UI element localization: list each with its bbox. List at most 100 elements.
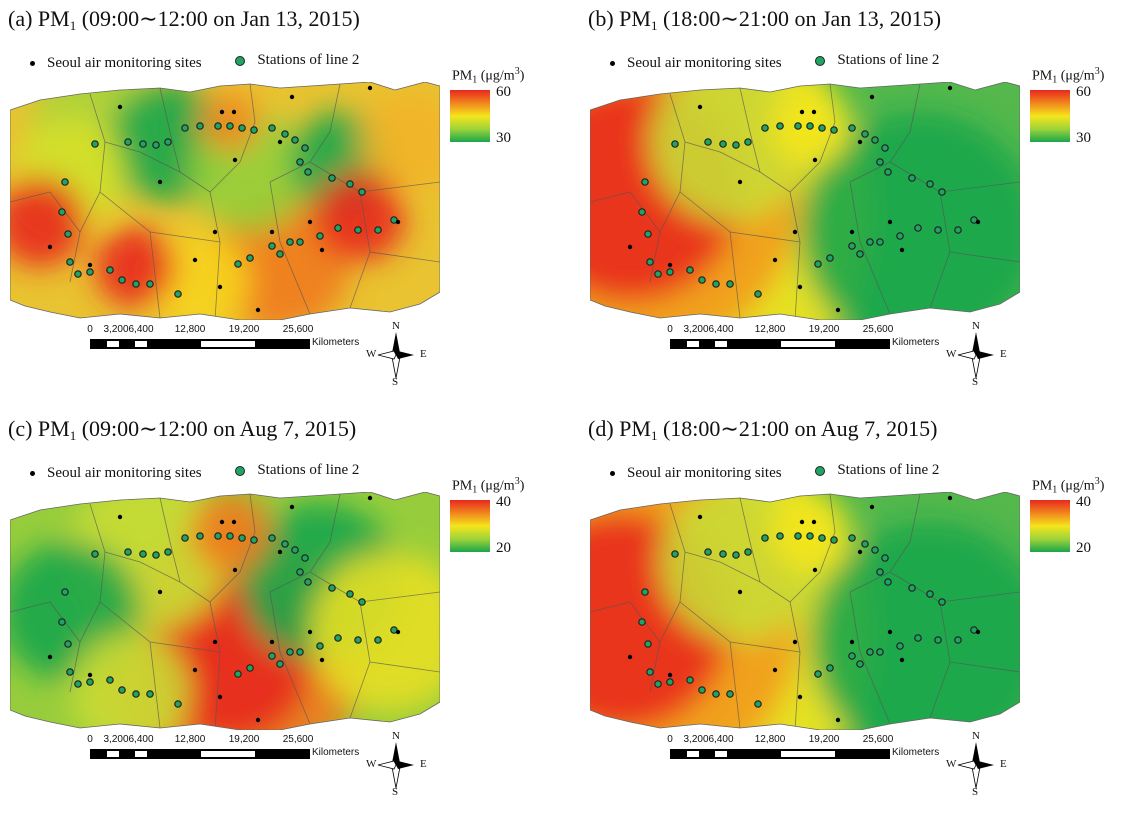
station-marker (354, 226, 362, 234)
station-marker (304, 168, 312, 176)
station-marker (146, 280, 154, 288)
panel-title: (c) PM1 (09:00∼12:00 on Aug 7, 2015) (8, 416, 357, 443)
district-boundary (149, 231, 221, 243)
monitoring-site-marker (849, 229, 855, 235)
station-marker (268, 652, 276, 660)
scale-tick-label: 3,200 (683, 734, 709, 745)
compass-e-label: E (1000, 348, 1007, 360)
station-marker (316, 642, 324, 650)
monitoring-site-marker (899, 657, 905, 663)
station-marker (654, 680, 662, 688)
colorbar (450, 500, 490, 552)
station-marker (286, 238, 294, 246)
station-marker (276, 250, 284, 258)
monitoring-site-marker (217, 694, 223, 700)
district-boundary (739, 497, 791, 603)
monitoring-site-marker (811, 519, 817, 525)
monitoring-site-marker (627, 244, 633, 250)
monitoring-site-marker (255, 717, 261, 723)
monitoring-site-marker (231, 109, 237, 115)
station-marker (296, 648, 304, 656)
monitoring-site-marker (255, 307, 261, 313)
station-marker (91, 140, 99, 148)
station-marker (346, 590, 354, 598)
district-boundary (269, 591, 311, 725)
district-boundary (10, 601, 81, 643)
station-marker (856, 250, 864, 258)
station-marker (268, 124, 276, 132)
monitoring-site-marker (319, 247, 325, 253)
station-marker (938, 188, 946, 196)
station-marker (884, 578, 892, 586)
station-marker (139, 550, 147, 558)
colorbar-label: PM1 (μg/m3) (452, 476, 525, 496)
station-marker (246, 664, 254, 672)
station-marker (934, 226, 942, 234)
heatmap-svg (10, 82, 440, 320)
station-marker (646, 668, 654, 676)
heat-zone (95, 227, 175, 307)
station-marker (301, 554, 309, 562)
monitoring-site-marker (367, 85, 373, 91)
pm1-heatmap (590, 492, 1020, 730)
station-marker (118, 276, 126, 284)
station-marker (856, 660, 864, 668)
station-marker (641, 588, 649, 596)
station-marker (654, 270, 662, 278)
map-legend: Seoul air monitoring sites Stations of l… (610, 462, 969, 482)
station-marker (814, 260, 822, 268)
district-boundary (949, 661, 1020, 673)
monitoring-site-marker (792, 639, 798, 645)
colorbar-min: 30 (496, 130, 511, 146)
heatmap-svg (590, 492, 1020, 730)
station-marker (794, 122, 802, 130)
station-marker (644, 640, 652, 648)
station-marker (226, 122, 234, 130)
scale-tick-label: 19,200 (808, 324, 840, 335)
heat-zone (10, 177, 85, 267)
station-marker (246, 254, 254, 262)
monitoring-site-marker (899, 247, 905, 253)
station-marker (358, 188, 366, 196)
district-boundary (789, 493, 836, 603)
monitoring-site-marker (947, 85, 953, 91)
district-boundary (729, 641, 801, 653)
compass-s-label: S (392, 376, 399, 388)
monitoring-site-marker (117, 514, 123, 520)
map-legend: Seoul air monitoring sites Stations of l… (610, 52, 969, 72)
station-marker (58, 618, 66, 626)
station-marker (296, 158, 304, 166)
station-marker (712, 280, 720, 288)
monitoring-site-marker (212, 229, 218, 235)
scale-tick-label: 6,400 (708, 324, 734, 335)
compass-e-label: E (420, 758, 427, 770)
station-marker (726, 280, 734, 288)
station-marker (66, 668, 74, 676)
colorbar-min: 20 (1076, 540, 1091, 556)
station-marker (61, 588, 69, 596)
monitoring-site-marker (395, 219, 401, 225)
monitoring-site-marker (797, 284, 803, 290)
station-marker (214, 532, 222, 540)
station-marker (876, 238, 884, 246)
station-marker (732, 551, 740, 559)
monitoring-site-marker (869, 94, 875, 100)
station-marker (346, 180, 354, 188)
monitoring-site-marker (857, 549, 863, 555)
monitoring-site-marker (277, 139, 283, 145)
station-marker (826, 664, 834, 672)
scale-tick-label: 25,600 (862, 734, 894, 745)
scale-unit-label: Kilometers (312, 337, 360, 348)
station-marker (238, 124, 246, 132)
station-marker (848, 242, 856, 250)
station-marker (761, 534, 769, 542)
station-marker (64, 230, 72, 238)
monitoring-site-marker (47, 654, 53, 660)
scale-bar: 0 3,200 6,400 12,800 19,200 25,600 Kilometers (80, 324, 380, 358)
city-outline (10, 492, 440, 730)
monitoring-site-marker (269, 639, 275, 645)
station-marker (238, 534, 246, 542)
scale-tick-label: 3,200 (103, 324, 129, 335)
panel-title: (a) PM1 (09:00∼12:00 on Jan 13, 2015) (8, 6, 360, 33)
scale-tick-label: 19,200 (808, 734, 840, 745)
